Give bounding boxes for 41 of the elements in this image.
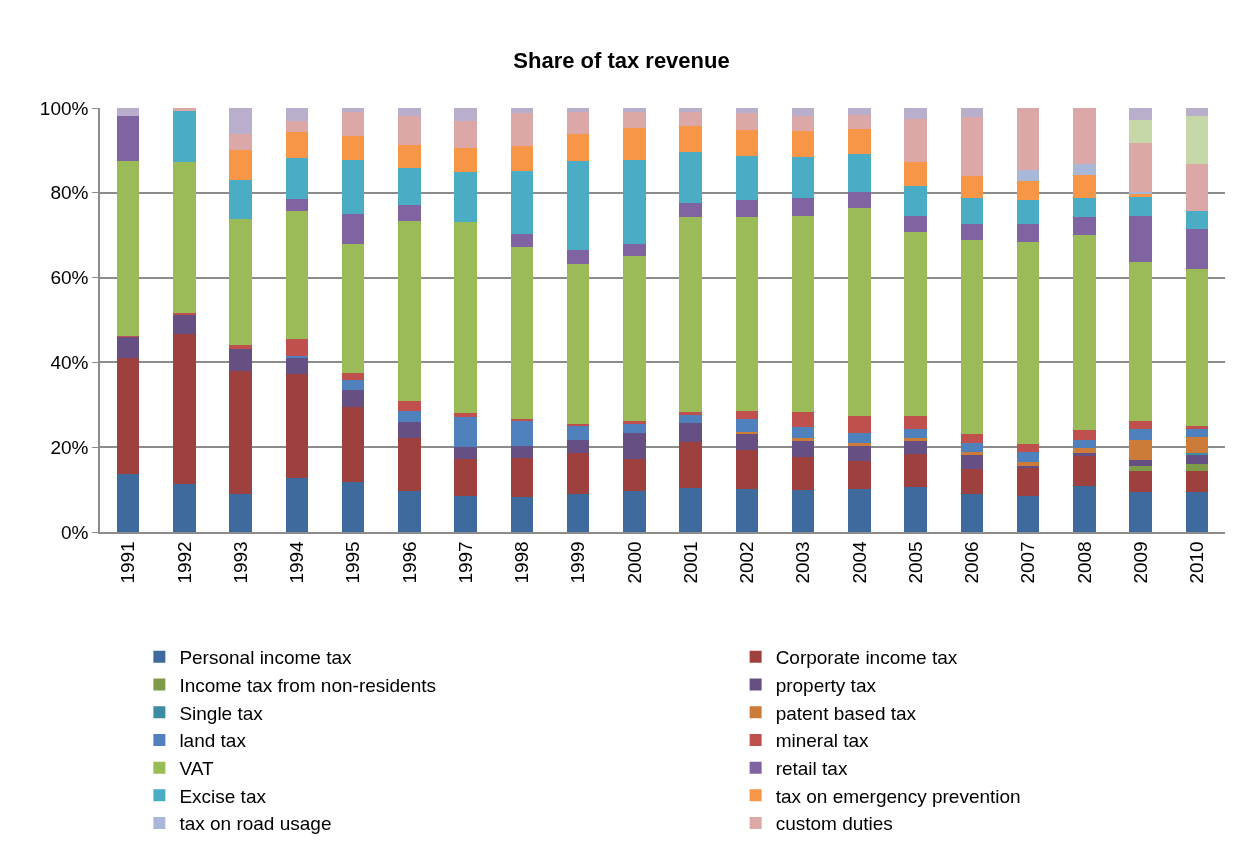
legend-label: custom duties	[775, 813, 893, 835]
y-tick-label: 20%	[50, 436, 89, 458]
legend-label: tax on road usage	[179, 813, 332, 835]
x-tick-label: 1997	[454, 541, 476, 584]
legend-label: patent based tax	[775, 702, 917, 724]
x-tick-label: 1998	[511, 541, 533, 584]
x-tick-label: 1994	[286, 540, 308, 584]
legend-label: Corporate income tax	[775, 647, 958, 669]
x-tick-label: 2008	[1073, 541, 1095, 584]
x-tick-label: 1999	[567, 541, 589, 584]
y-tick-label: 100%	[39, 97, 89, 119]
x-tick-label: 2002	[736, 541, 758, 584]
y-tick-label: 80%	[50, 182, 89, 204]
x-tick-label: 2005	[904, 541, 926, 584]
x-tick-label: 2010	[1186, 541, 1208, 584]
x-tick-label: 2007	[1017, 541, 1039, 584]
x-tick-label: 2001	[679, 541, 701, 584]
x-tick-label: 1992	[173, 541, 195, 584]
y-tick-label: 0%	[60, 521, 89, 543]
legend-label: VAT	[179, 758, 214, 780]
legend-label: retail tax	[775, 758, 848, 780]
legend-label: mineral tax	[775, 730, 870, 752]
x-tick-label: 1996	[398, 541, 420, 584]
y-tick-label: 60%	[50, 267, 89, 289]
legend-label: tax on emergency prevention	[775, 785, 1021, 807]
x-tick-label: 1993	[229, 541, 251, 584]
chart-title: Share of tax revenue	[513, 47, 730, 73]
x-tick-label: 2003	[792, 541, 814, 584]
legend-label: Personal income tax	[179, 647, 353, 669]
x-tick-label: 2004	[848, 540, 870, 584]
x-tick-label: 1991	[117, 541, 139, 584]
legend-label: Income tax from non-residents	[179, 674, 436, 696]
x-tick-label: 2000	[623, 541, 645, 584]
legend-label: Excise tax	[179, 785, 267, 807]
legend-label: Single tax	[179, 702, 264, 724]
legend-label: property tax	[775, 674, 877, 696]
x-tick-label: 2009	[1129, 541, 1151, 584]
x-tick-label: 2006	[961, 541, 983, 584]
x-tick-label: 1995	[342, 541, 364, 584]
y-tick-label: 40%	[50, 352, 89, 374]
legend-label: land tax	[179, 730, 247, 752]
